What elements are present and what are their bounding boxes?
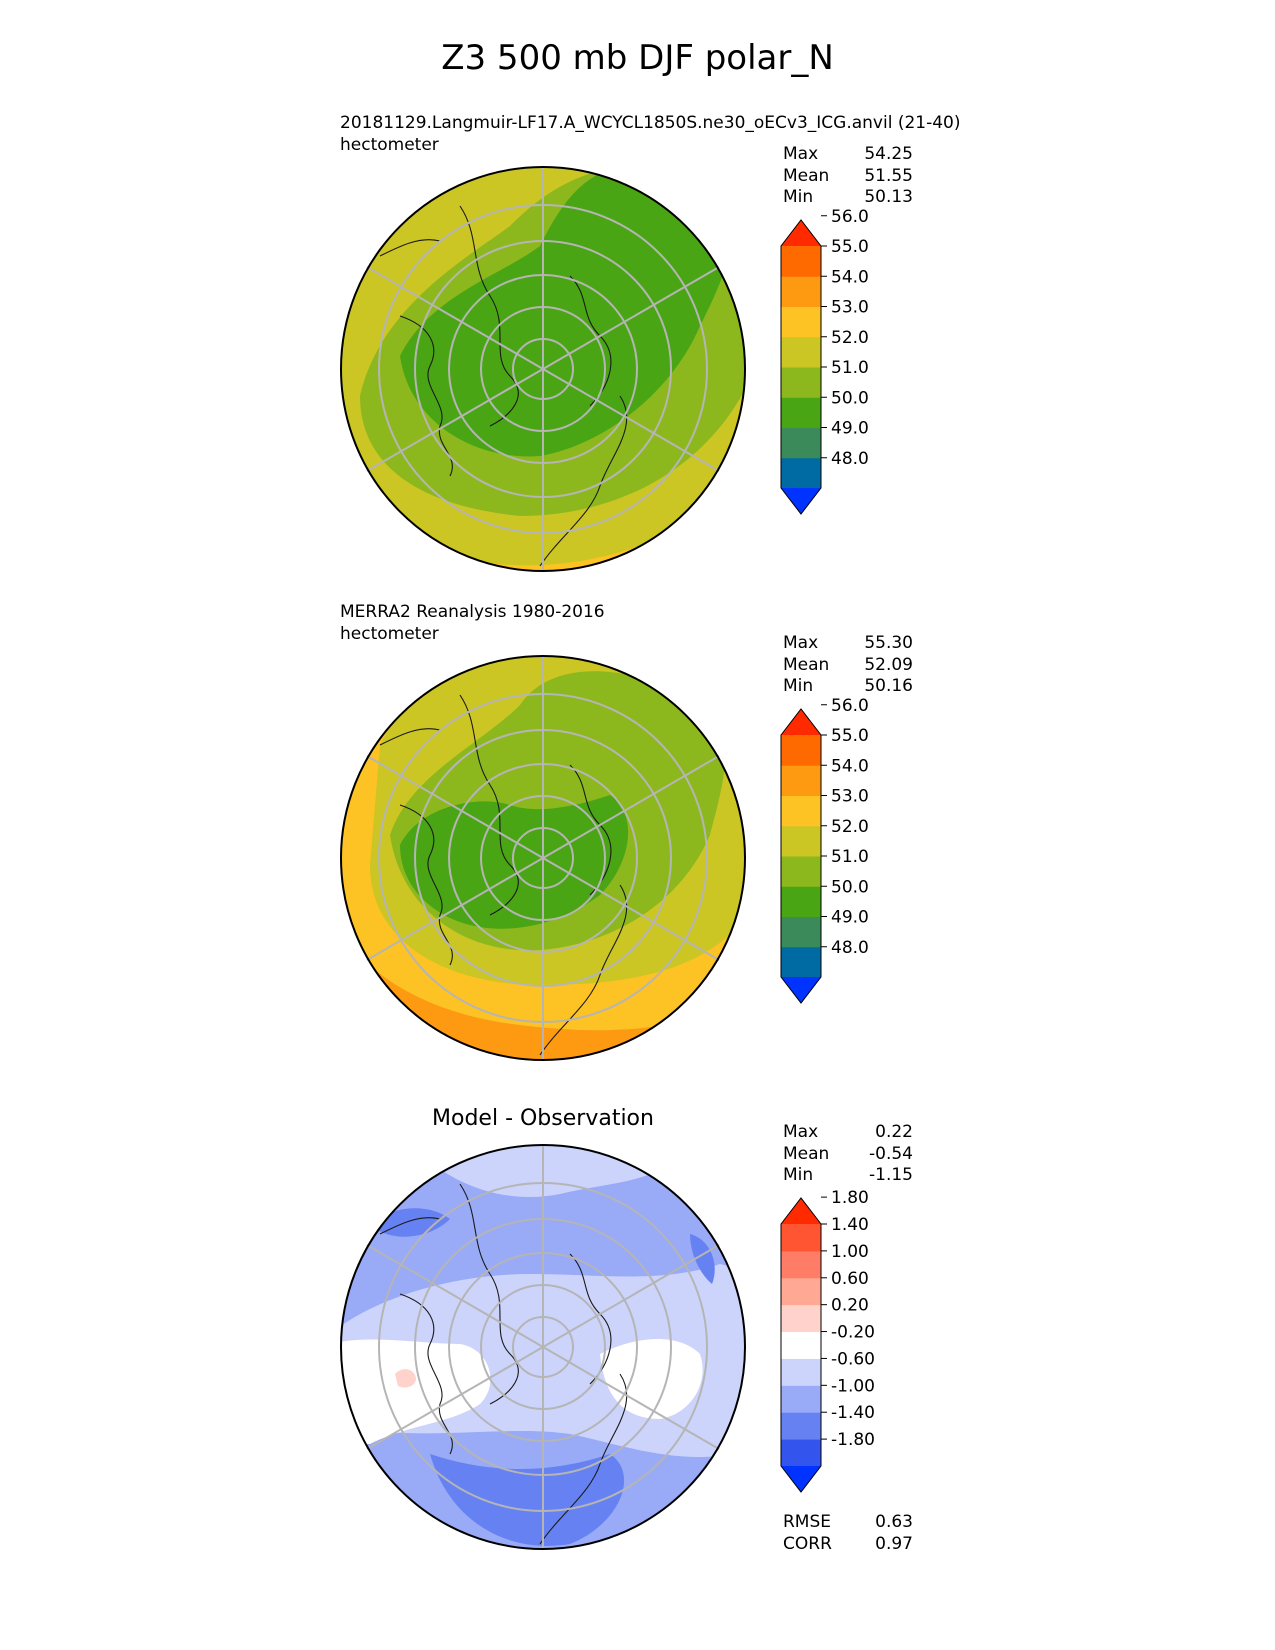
colorbar-tick-label: 56.0 <box>831 207 869 227</box>
colorbar-outline <box>780 219 822 515</box>
panel1-stats: Max 54.25 Mean 51.55 Min 50.13 <box>783 144 913 209</box>
panel3-stats: Max 0.22 Mean -0.54 Min -1.15 <box>783 1122 913 1187</box>
colorbar-tick-label: 51.0 <box>831 358 869 378</box>
panel3-colorbar: -1.80 -1.40 -1.00 -0.60 -0.20 0.20 0.60 1.00 1.4… <box>780 1188 875 1493</box>
colorbar-tick-label: 49.0 <box>831 419 869 439</box>
panel2-stats: Max 55.30 Mean 52.09 Min 50.16 <box>783 633 913 698</box>
stat-max: Max 55.30 <box>783 633 913 653</box>
colorbar-tick-label: 53.0 <box>831 298 869 318</box>
panel1-colorbar: 48.0 49.0 50.0 51.0 52.0 53.0 54.0 55.0 56.0 <box>780 207 869 515</box>
colorbar-outline <box>780 708 822 1004</box>
panel2-colorbar: 48.0 49.0 50.0 51.0 52.0 53.0 54.0 55.0 56.0 <box>780 696 869 1004</box>
colorbar-tick-label: 0.60 <box>831 1269 869 1289</box>
panel3-polar-map <box>340 1144 746 1550</box>
stat-mean: Mean -0.54 <box>783 1143 913 1164</box>
colorbar-bin <box>781 457 821 489</box>
panel3-field-dark-right <box>690 1234 715 1284</box>
colorbar-bin <box>781 276 821 307</box>
colorbar-bin <box>781 397 821 428</box>
colorbar-bin <box>781 1358 821 1386</box>
panel1-graticule <box>366 166 720 572</box>
panel1-title: 20181129.Langmuir-LF17.A_WCYCL1850S.ne30… <box>340 113 961 133</box>
colorbar-tick-label: 49.0 <box>831 908 869 928</box>
panel2-coastlines <box>379 694 628 1056</box>
panel3-field-white-right <box>600 1339 703 1419</box>
stat-min: Min 50.16 <box>783 676 913 696</box>
panel1-units: hectometer <box>340 135 439 155</box>
colorbar-bin <box>781 825 821 857</box>
colorbar-tick-label: 48.0 <box>831 938 869 958</box>
colorbar-tick-label: -0.60 <box>831 1349 875 1369</box>
colorbar-tick-label: 54.0 <box>831 756 869 776</box>
panel2-graticule <box>366 655 720 1061</box>
panel3-title: Model - Observation <box>432 1106 654 1131</box>
colorbar-extend-min <box>781 1466 821 1492</box>
colorbar-bin <box>781 367 821 398</box>
stat-max: Max 0.22 <box>783 1122 913 1142</box>
colorbar-tick-label: -1.40 <box>831 1403 875 1423</box>
colorbar-tick-label: 48.0 <box>831 449 869 469</box>
colorbar-bin <box>781 1439 821 1467</box>
colorbar-bin <box>781 1385 821 1413</box>
stat-min: Min 50.13 <box>783 187 913 207</box>
colorbar-bin <box>781 1224 821 1252</box>
stat-max: Max 54.25 <box>783 144 913 164</box>
colorbar-bin <box>781 306 821 338</box>
colorbar-tick-label: 55.0 <box>831 726 869 746</box>
colorbar-tick-label: 1.40 <box>831 1215 869 1235</box>
colorbar-bin <box>781 336 821 368</box>
colorbar-bin <box>781 735 821 766</box>
colorbar-tick-label: 52.0 <box>831 328 869 348</box>
colorbar-bin <box>781 246 821 277</box>
colorbar-tick-label: 53.0 <box>831 787 869 807</box>
panel3-field-dark-bottom <box>430 1454 625 1546</box>
colorbar-extend-max <box>781 220 821 246</box>
colorbar-tick-label: 50.0 <box>831 388 869 408</box>
panel1-polar-map <box>340 166 746 572</box>
metric-rmse: RMSE 0.63 <box>783 1512 913 1532</box>
colorbar-bin <box>781 795 821 827</box>
colorbar-tick-label: 1.00 <box>831 1242 869 1262</box>
panel3-field-top-light <box>420 1145 670 1197</box>
panel2-units: hectometer <box>340 624 439 644</box>
metric-corr: CORR 0.97 <box>783 1533 913 1554</box>
colorbar-tick-label: 56.0 <box>831 696 869 716</box>
colorbar-extend-max <box>781 709 821 735</box>
colorbar-bin <box>781 946 821 978</box>
colorbar-bin <box>781 1277 821 1306</box>
panel3-metrics: RMSE 0.63 CORR 0.97 <box>783 1512 913 1555</box>
colorbar-bin <box>781 765 821 796</box>
figure-title: Z3 500 mb DJF polar_N <box>441 38 834 78</box>
colorbar-tick-label: 51.0 <box>831 847 869 867</box>
panel3-field-pos <box>395 1369 416 1388</box>
colorbar-bin <box>781 427 821 459</box>
stat-mean: Mean 52.09 <box>783 654 913 675</box>
stat-min: Min -1.15 <box>783 1165 913 1185</box>
colorbar-tick-label: 0.20 <box>831 1296 869 1316</box>
colorbar-tick-label: 1.80 <box>831 1188 869 1208</box>
stat-mean: Mean 51.55 <box>783 165 913 186</box>
colorbar-tick-label: 55.0 <box>831 237 869 257</box>
colorbar-extend-min <box>781 488 821 514</box>
panel2-polar-map <box>340 655 746 1061</box>
colorbar-outline <box>780 1197 822 1493</box>
panel3-graticule <box>366 1144 720 1550</box>
colorbar-tick-label: 52.0 <box>831 817 869 837</box>
colorbar-extend-max <box>781 1198 821 1224</box>
colorbar-tick-label: -1.80 <box>831 1430 875 1450</box>
colorbar-bin <box>781 1412 821 1440</box>
colorbar-bin <box>781 856 821 887</box>
colorbar-tick-label: -0.20 <box>831 1323 875 1343</box>
colorbar-tick-label: -1.00 <box>831 1376 875 1396</box>
colorbar-bin <box>781 1250 821 1279</box>
colorbar-tick-label: 54.0 <box>831 267 869 287</box>
panel2-title: MERRA2 Reanalysis 1980-2016 <box>340 602 605 622</box>
colorbar-bin <box>781 1331 821 1359</box>
colorbar-bin <box>781 916 821 948</box>
colorbar-bin <box>781 1304 821 1333</box>
colorbar-extend-min <box>781 977 821 1003</box>
colorbar-bin <box>781 886 821 917</box>
colorbar-tick-label: 50.0 <box>831 877 869 897</box>
